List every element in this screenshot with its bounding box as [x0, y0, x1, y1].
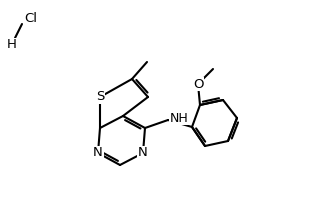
Text: Cl: Cl	[24, 11, 37, 24]
Text: NH: NH	[170, 112, 189, 124]
Text: S: S	[96, 91, 104, 103]
Text: H: H	[7, 39, 17, 51]
Text: O: O	[193, 78, 203, 91]
Text: N: N	[138, 146, 148, 160]
Text: N: N	[93, 146, 103, 160]
